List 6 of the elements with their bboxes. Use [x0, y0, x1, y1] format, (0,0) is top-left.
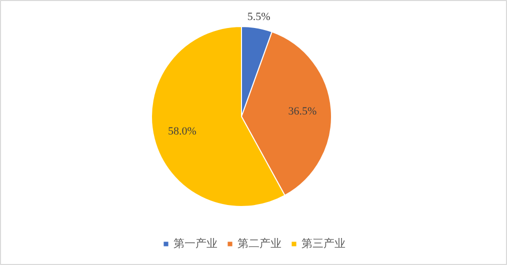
data-label: 36.5% — [288, 106, 317, 118]
data-label: 5.5% — [247, 11, 270, 24]
legend-label: 第三产业 — [302, 236, 346, 251]
legend-label: 第一产业 — [174, 236, 218, 251]
data-label: 58.0% — [168, 126, 196, 138]
legend-label: 第二产业 — [238, 236, 282, 251]
